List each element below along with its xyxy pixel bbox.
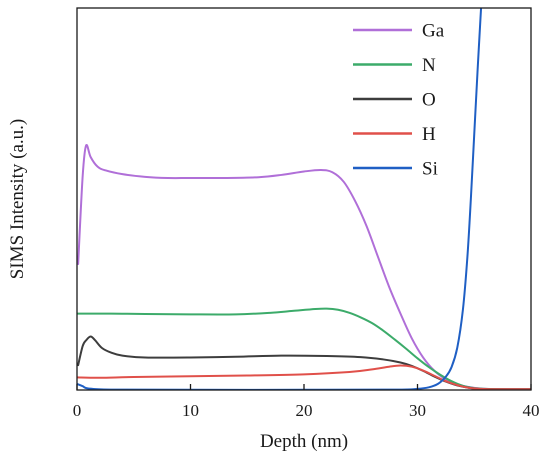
legend-label: H — [422, 124, 436, 145]
legend-label: Ga — [422, 21, 445, 42]
x-tick-label: 30 — [409, 401, 426, 420]
legend-item-si: Si — [353, 159, 438, 180]
x-tick-label: 40 — [523, 401, 540, 420]
legend-item-ga: Ga — [353, 21, 445, 42]
x-tick-label: 0 — [73, 401, 82, 420]
series-line-h — [77, 364, 531, 390]
x-tick-label: 20 — [296, 401, 313, 420]
legend-label: O — [422, 90, 436, 111]
series-line-ga — [77, 143, 531, 390]
x-tick-label: 10 — [182, 401, 199, 420]
series-line-o — [77, 335, 531, 390]
y-axis-title: SIMS Intensity (a.u.) — [7, 119, 28, 279]
legend-item-h: H — [353, 124, 436, 145]
legend-label: Si — [422, 159, 438, 180]
legend-item-o: O — [353, 90, 436, 111]
legend-item-n: N — [353, 55, 436, 76]
series-line-si — [77, 8, 483, 390]
legend: Ga NOH Si — [353, 21, 445, 180]
x-axis-ticks: 0 10 20 30 40 — [73, 384, 540, 420]
x-axis-title: Depth (nm) — [260, 431, 348, 452]
plot-frame — [76, 7, 532, 391]
series-layer — [77, 8, 531, 390]
legend-label: N — [422, 55, 436, 76]
